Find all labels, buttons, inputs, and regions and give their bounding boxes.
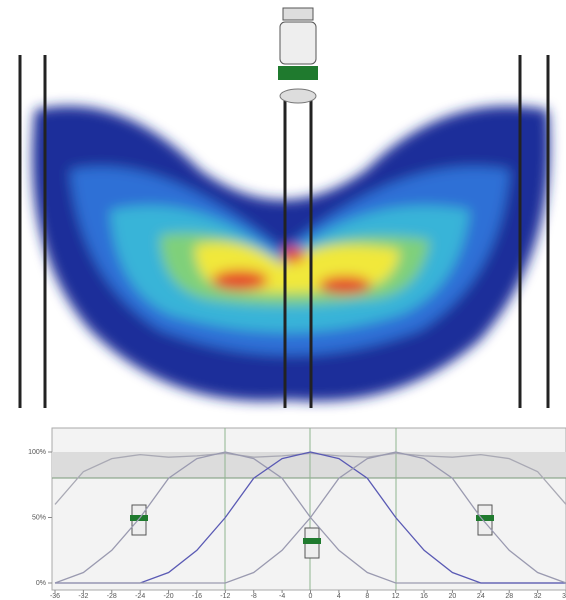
x-tick-label: 32 bbox=[534, 593, 542, 600]
x-tick-label: -24 bbox=[135, 593, 145, 600]
x-tick-label: -36 bbox=[50, 593, 60, 600]
x-tick-label: -20 bbox=[163, 593, 173, 600]
tractor-icon bbox=[278, 8, 318, 103]
x-tick-label: 4 bbox=[337, 593, 341, 600]
y-tick-label: 50% bbox=[32, 514, 46, 521]
x-tick-label: 0 bbox=[309, 593, 313, 600]
x-tick-label: 8 bbox=[365, 593, 369, 600]
x-tick-label: 28 bbox=[505, 593, 513, 600]
spread-view: 100% 50% 0% -36 -32 -28 -24 -20 -16 -12 -8 -4 0 4 8 12 1… bbox=[0, 0, 566, 600]
y-tick-label: 100% bbox=[28, 449, 46, 456]
x-tick-label: 12 bbox=[392, 593, 400, 600]
x-tick-label: 20 bbox=[449, 593, 457, 600]
x-tick-label: -28 bbox=[107, 593, 117, 600]
x-tick-label: -16 bbox=[192, 593, 202, 600]
x-tick-label: -12 bbox=[220, 593, 230, 600]
x-tick-label: 16 bbox=[420, 593, 428, 600]
x-tick-label: 24 bbox=[477, 593, 485, 600]
x-tick-label: -32 bbox=[78, 593, 88, 600]
x-tick-label: -4 bbox=[279, 593, 285, 600]
heatmap bbox=[32, 106, 549, 401]
y-tick-label: 0% bbox=[36, 580, 46, 587]
x-tick-label: 36 bbox=[562, 593, 566, 600]
screen: 100% 50% 0% -36 -32 -28 -24 -20 -16 -12 -8 -4 0 4 8 12 1… bbox=[0, 0, 566, 600]
x-tick-label: -8 bbox=[251, 593, 257, 600]
